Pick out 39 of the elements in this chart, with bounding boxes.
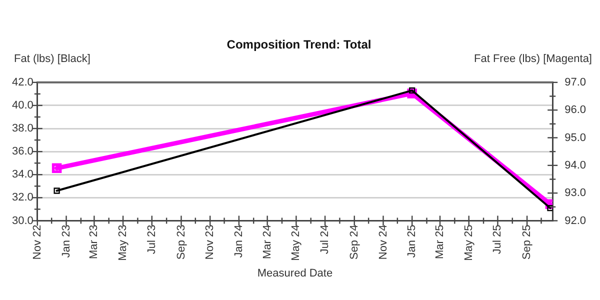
y-tick-label: 38.0 <box>12 122 34 135</box>
point <box>409 87 416 94</box>
x-tick-label: Nov 24 <box>377 224 390 260</box>
y-tick-label: 42.0 <box>12 76 34 88</box>
x-tick-label: Jan 24 <box>232 224 245 258</box>
y2-tick-label: 94.0 <box>564 159 586 172</box>
y2-tick-label: 93.0 <box>564 187 586 200</box>
x-tick-label: May 24 <box>290 224 302 261</box>
x-tick-label: Jul 23 <box>146 224 158 254</box>
x-tick-label: Sep 25 <box>521 224 534 260</box>
x-tick-label: Sep 24 <box>348 224 360 260</box>
x-tick-label: Mar 24 <box>261 224 274 259</box>
y2-tick-label: 96.0 <box>564 104 586 116</box>
x-tick-label: Nov 22 <box>31 224 44 260</box>
y2-tick-label: 92.0 <box>564 214 586 227</box>
chart-title: Composition Trend: Total <box>226 38 372 52</box>
x-tick-label: Nov 23 <box>204 224 216 260</box>
y-tick-label: 36.0 <box>12 146 34 158</box>
y-tick-label: 30.0 <box>12 214 34 227</box>
y-tick-label: 32.0 <box>12 192 34 204</box>
y-axis-title: Fat (lbs) [Black] <box>14 52 90 65</box>
x-tick-label: Sep 23 <box>175 224 188 260</box>
y-tick-label: 34.0 <box>12 168 34 181</box>
x-tick-label: Mar 25 <box>434 224 446 259</box>
y2-tick-label: 95.0 <box>564 132 586 144</box>
x-tick-label: Jan 23 <box>60 224 72 258</box>
x-tick-label: Jul 25 <box>492 224 504 254</box>
x-tick-label: May 25 <box>462 224 475 261</box>
x-tick-label: Jul 24 <box>319 224 332 254</box>
x-tick-label: May 23 <box>117 224 130 261</box>
point <box>52 163 62 174</box>
y2-tick-label: 97.0 <box>564 76 586 88</box>
x-axis-title: Measured Date <box>257 267 333 280</box>
x-tick-label: Jan 25 <box>406 224 418 258</box>
y2-axis-title: Fat Free (lbs) [Magenta] <box>474 52 592 65</box>
x-tick-label: Mar 23 <box>88 224 100 259</box>
y-tick-label: 40.0 <box>12 99 34 112</box>
point <box>54 188 60 194</box>
point <box>547 204 553 212</box>
